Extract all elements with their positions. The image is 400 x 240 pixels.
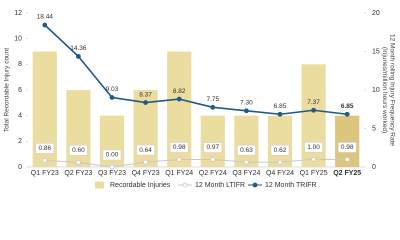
y-tick-label: 12 xyxy=(14,10,22,17)
data-label: 6.85 xyxy=(341,103,354,110)
data-label: 0.98 xyxy=(341,144,354,151)
marker xyxy=(42,157,48,163)
x-tick-label: Q1 FY23 xyxy=(31,170,59,177)
marker xyxy=(311,156,317,162)
marker xyxy=(143,100,149,105)
legend-marker xyxy=(182,182,188,188)
marker xyxy=(277,159,283,165)
x-tick-label: Q4 FY24 xyxy=(266,170,294,177)
data-label-box xyxy=(337,142,357,153)
x-tick-label: Q3 FY23 xyxy=(98,170,126,177)
data-label: 0.64 xyxy=(139,147,152,154)
x-tick-label: Q1 FY25 xyxy=(300,170,328,177)
marker xyxy=(76,159,81,165)
marker xyxy=(143,159,149,165)
y-tick-label: 8 xyxy=(18,61,22,68)
data-label: 7.30 xyxy=(240,100,253,107)
bar xyxy=(267,115,293,167)
data-label-box xyxy=(270,144,290,156)
line xyxy=(44,24,348,116)
data-label: 1.00 xyxy=(307,144,320,151)
data-label-box xyxy=(102,149,122,161)
data-label: 0.98 xyxy=(173,144,186,151)
data-label: 0.97 xyxy=(206,144,219,151)
marker xyxy=(243,159,249,165)
marker xyxy=(42,22,48,28)
marker xyxy=(176,96,182,102)
y2-tick-label: 0 xyxy=(372,164,376,171)
marker xyxy=(76,54,81,59)
data-label: 14.36 xyxy=(70,45,87,52)
data-label: 18.44 xyxy=(37,14,54,21)
data-label: 0.62 xyxy=(274,147,287,154)
bar xyxy=(234,115,259,167)
legend-label: 12 Month TRIFR xyxy=(265,182,317,189)
y-tick-label: 0 xyxy=(18,164,22,171)
marker xyxy=(344,157,350,162)
data-label: 0.86 xyxy=(38,145,51,152)
data-label-box xyxy=(304,142,323,153)
y-tick-label: 6 xyxy=(18,87,22,94)
marker xyxy=(210,157,216,162)
data-label: 8.82 xyxy=(173,88,186,95)
y-tick-label: 2 xyxy=(18,138,22,145)
data-label-box xyxy=(136,144,155,156)
y-tick-label: 10 xyxy=(14,36,22,43)
data-label: 7.75 xyxy=(206,96,219,103)
y2-axis-title: 12 Month rolling Injury Frequency Rate(I… xyxy=(381,34,396,146)
y2-tick-label: 15 xyxy=(372,48,380,55)
x-tick-label: Q4 FY23 xyxy=(132,170,160,177)
legend-label: 12 Month LTIFR xyxy=(195,182,245,189)
data-label: 6.85 xyxy=(274,103,287,110)
marker xyxy=(277,111,283,117)
y-tick-label: 4 xyxy=(18,113,22,120)
data-label: 0.63 xyxy=(240,147,253,154)
data-label: 7.37 xyxy=(307,99,320,106)
marker xyxy=(344,111,350,117)
y2-tick-label: 10 xyxy=(372,87,380,94)
y2-tick-label: 20 xyxy=(372,10,380,17)
data-label: 8.37 xyxy=(139,91,152,98)
page: {"chart_data": {"type": "bar-line", "y_l… xyxy=(3,9,396,189)
marker xyxy=(109,95,115,100)
x-tick-label: Q2 FY23 xyxy=(64,170,92,177)
legend-swatch xyxy=(95,181,104,189)
y2-tick-label: 5 xyxy=(372,125,376,132)
data-label: 9.03 xyxy=(106,86,119,93)
data-label-box xyxy=(69,145,88,156)
marker xyxy=(311,107,317,113)
y-axis-title: Total Recordable Injury count xyxy=(4,48,11,132)
marker xyxy=(210,104,216,110)
data-label-box xyxy=(35,143,55,154)
chart: Total Recordable Injury count 12 Month ro… xyxy=(4,10,396,189)
data-label: 0.00 xyxy=(106,152,119,159)
legend-marker xyxy=(252,182,258,188)
data-label-box xyxy=(169,142,189,153)
legend-label: Recordable Injuries xyxy=(110,182,171,189)
data-label-box xyxy=(237,144,256,156)
data-label-box xyxy=(203,142,223,153)
x-tick-label: Q2 FY25 xyxy=(333,170,361,177)
x-tick-label: Q1 FY24 xyxy=(165,170,193,177)
marker xyxy=(109,164,115,170)
x-tick-label: Q3 FY24 xyxy=(232,170,260,177)
line xyxy=(44,158,348,168)
marker xyxy=(243,108,249,114)
x-tick-label: Q2 FY24 xyxy=(199,170,227,177)
data-label: 0.60 xyxy=(72,147,85,154)
marker xyxy=(176,157,182,162)
